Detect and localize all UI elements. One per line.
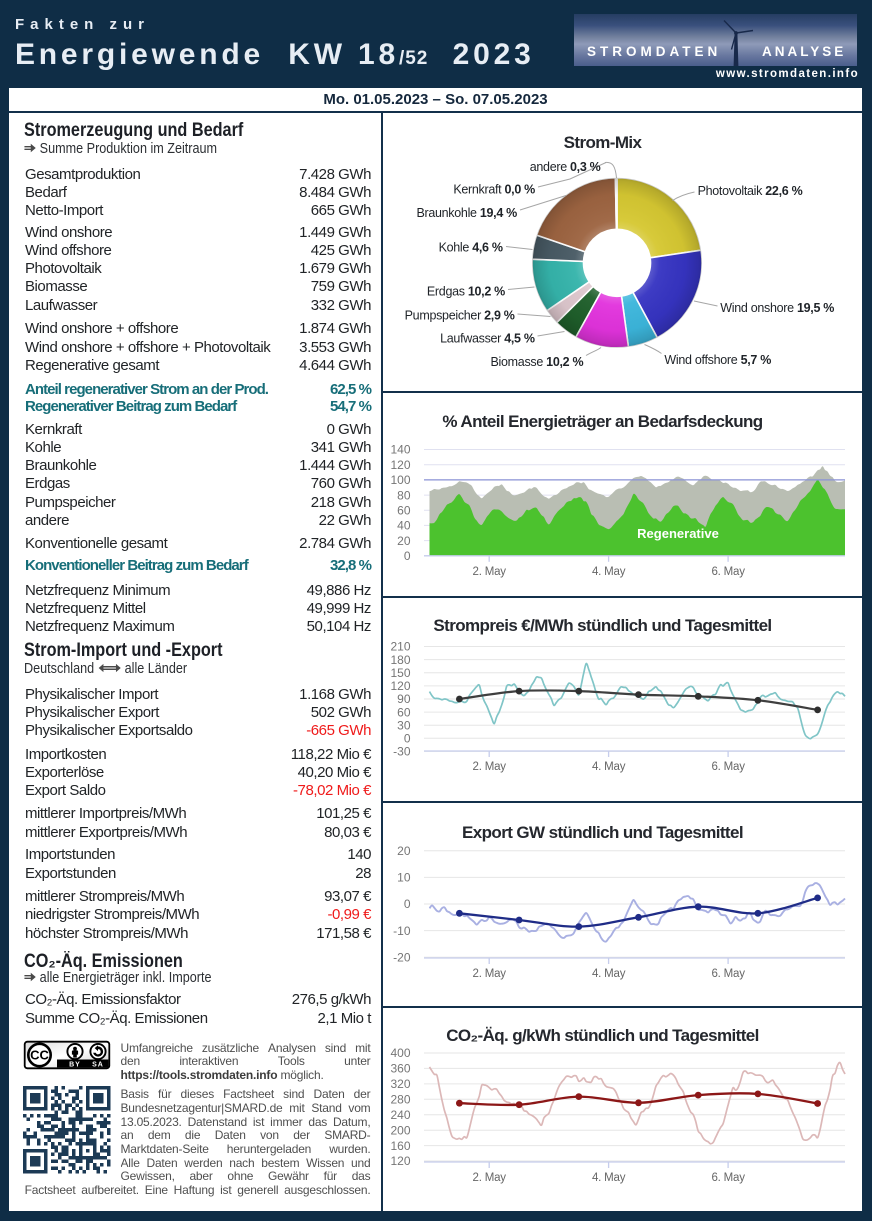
svg-text:2. May: 2. May: [473, 1172, 507, 1184]
svg-text:Kernkraft 0,0 %: Kernkraft 0,0 %: [453, 183, 535, 197]
svg-text:Regenerative: Regenerative: [637, 526, 719, 541]
svg-text:280: 280: [390, 1093, 410, 1107]
svg-text:6. May: 6. May: [711, 1172, 745, 1184]
svg-text:-20: -20: [393, 950, 411, 964]
svg-text:30: 30: [397, 718, 411, 732]
svg-text:2. May: 2. May: [473, 761, 507, 773]
svg-text:60: 60: [397, 503, 411, 517]
svg-text:240: 240: [390, 1108, 410, 1122]
svg-text:0: 0: [404, 549, 411, 563]
svg-text:40: 40: [397, 519, 411, 533]
svg-text:20: 20: [397, 534, 411, 548]
svg-text:320: 320: [390, 1077, 410, 1091]
svg-text:140: 140: [390, 443, 410, 457]
svg-text:6. May: 6. May: [711, 968, 745, 980]
svg-text:-30: -30: [393, 745, 411, 759]
svg-text:Wind offshore 5,7 %: Wind offshore 5,7 %: [664, 353, 771, 367]
svg-text:Erdgas 10,2 %: Erdgas 10,2 %: [427, 285, 505, 299]
svg-text:80: 80: [397, 488, 411, 502]
svg-text:SA: SA: [92, 1061, 104, 1068]
svg-text:160: 160: [390, 1139, 410, 1153]
svg-text:2. May: 2. May: [473, 566, 507, 578]
svg-text:10: 10: [397, 871, 411, 885]
svg-text:Export GW stündlich und Tagesm: Export GW stündlich und Tagesmittel: [462, 823, 743, 842]
svg-text:CO₂-Äq. g/kWh stündlich und Ta: CO₂-Äq. g/kWh stündlich und Tagesmittel: [446, 1026, 759, 1045]
svg-text:Braunkohle 19,4 %: Braunkohle 19,4 %: [416, 206, 517, 220]
svg-text:-10: -10: [393, 924, 411, 938]
svg-text:6. May: 6. May: [711, 761, 745, 773]
svg-text:% Anteil Energieträger an Beda: % Anteil Energieträger an Bedarfsdeckung: [442, 412, 762, 431]
svg-text:Photovoltaik 22,6 %: Photovoltaik 22,6 %: [698, 184, 803, 198]
svg-text:2. May: 2. May: [473, 968, 507, 980]
svg-text:210: 210: [390, 640, 410, 654]
svg-text:0: 0: [404, 897, 411, 911]
svg-text:Strompreis €/MWh stündlich und: Strompreis €/MWh stündlich und Tagesmitt…: [433, 616, 771, 635]
svg-text:CC: CC: [30, 1048, 49, 1063]
svg-text:Wind onshore 19,5 %: Wind onshore 19,5 %: [720, 301, 834, 315]
svg-text:6. May: 6. May: [711, 566, 745, 578]
svg-text:Kohle 4,6 %: Kohle 4,6 %: [439, 241, 503, 255]
svg-text:200: 200: [390, 1123, 410, 1137]
svg-text:4. May: 4. May: [592, 968, 626, 980]
svg-text:Pumpspeicher 2,9 %: Pumpspeicher 2,9 %: [405, 309, 515, 323]
svg-text:4. May: 4. May: [592, 566, 626, 578]
svg-text:180: 180: [390, 653, 410, 667]
svg-text:20: 20: [397, 844, 411, 858]
svg-text:0: 0: [404, 732, 411, 746]
svg-text:120: 120: [390, 679, 410, 693]
svg-text:400: 400: [390, 1046, 410, 1060]
svg-text:60: 60: [397, 705, 411, 719]
svg-text:Laufwasser 4,5 %: Laufwasser 4,5 %: [440, 332, 535, 346]
svg-text:andere 0,3 %: andere 0,3 %: [530, 160, 601, 174]
svg-text:120: 120: [390, 458, 410, 472]
svg-text:100: 100: [390, 473, 410, 487]
svg-text:Strom-Mix: Strom-Mix: [564, 133, 643, 152]
svg-text:90: 90: [397, 692, 411, 706]
svg-text:360: 360: [390, 1062, 410, 1076]
svg-text:150: 150: [390, 666, 410, 680]
svg-text:4. May: 4. May: [592, 761, 626, 773]
svg-text:4. May: 4. May: [592, 1172, 626, 1184]
svg-text:Biomasse 10,2 %: Biomasse 10,2 %: [491, 355, 584, 369]
svg-text:BY: BY: [69, 1061, 81, 1068]
svg-text:120: 120: [390, 1154, 410, 1168]
